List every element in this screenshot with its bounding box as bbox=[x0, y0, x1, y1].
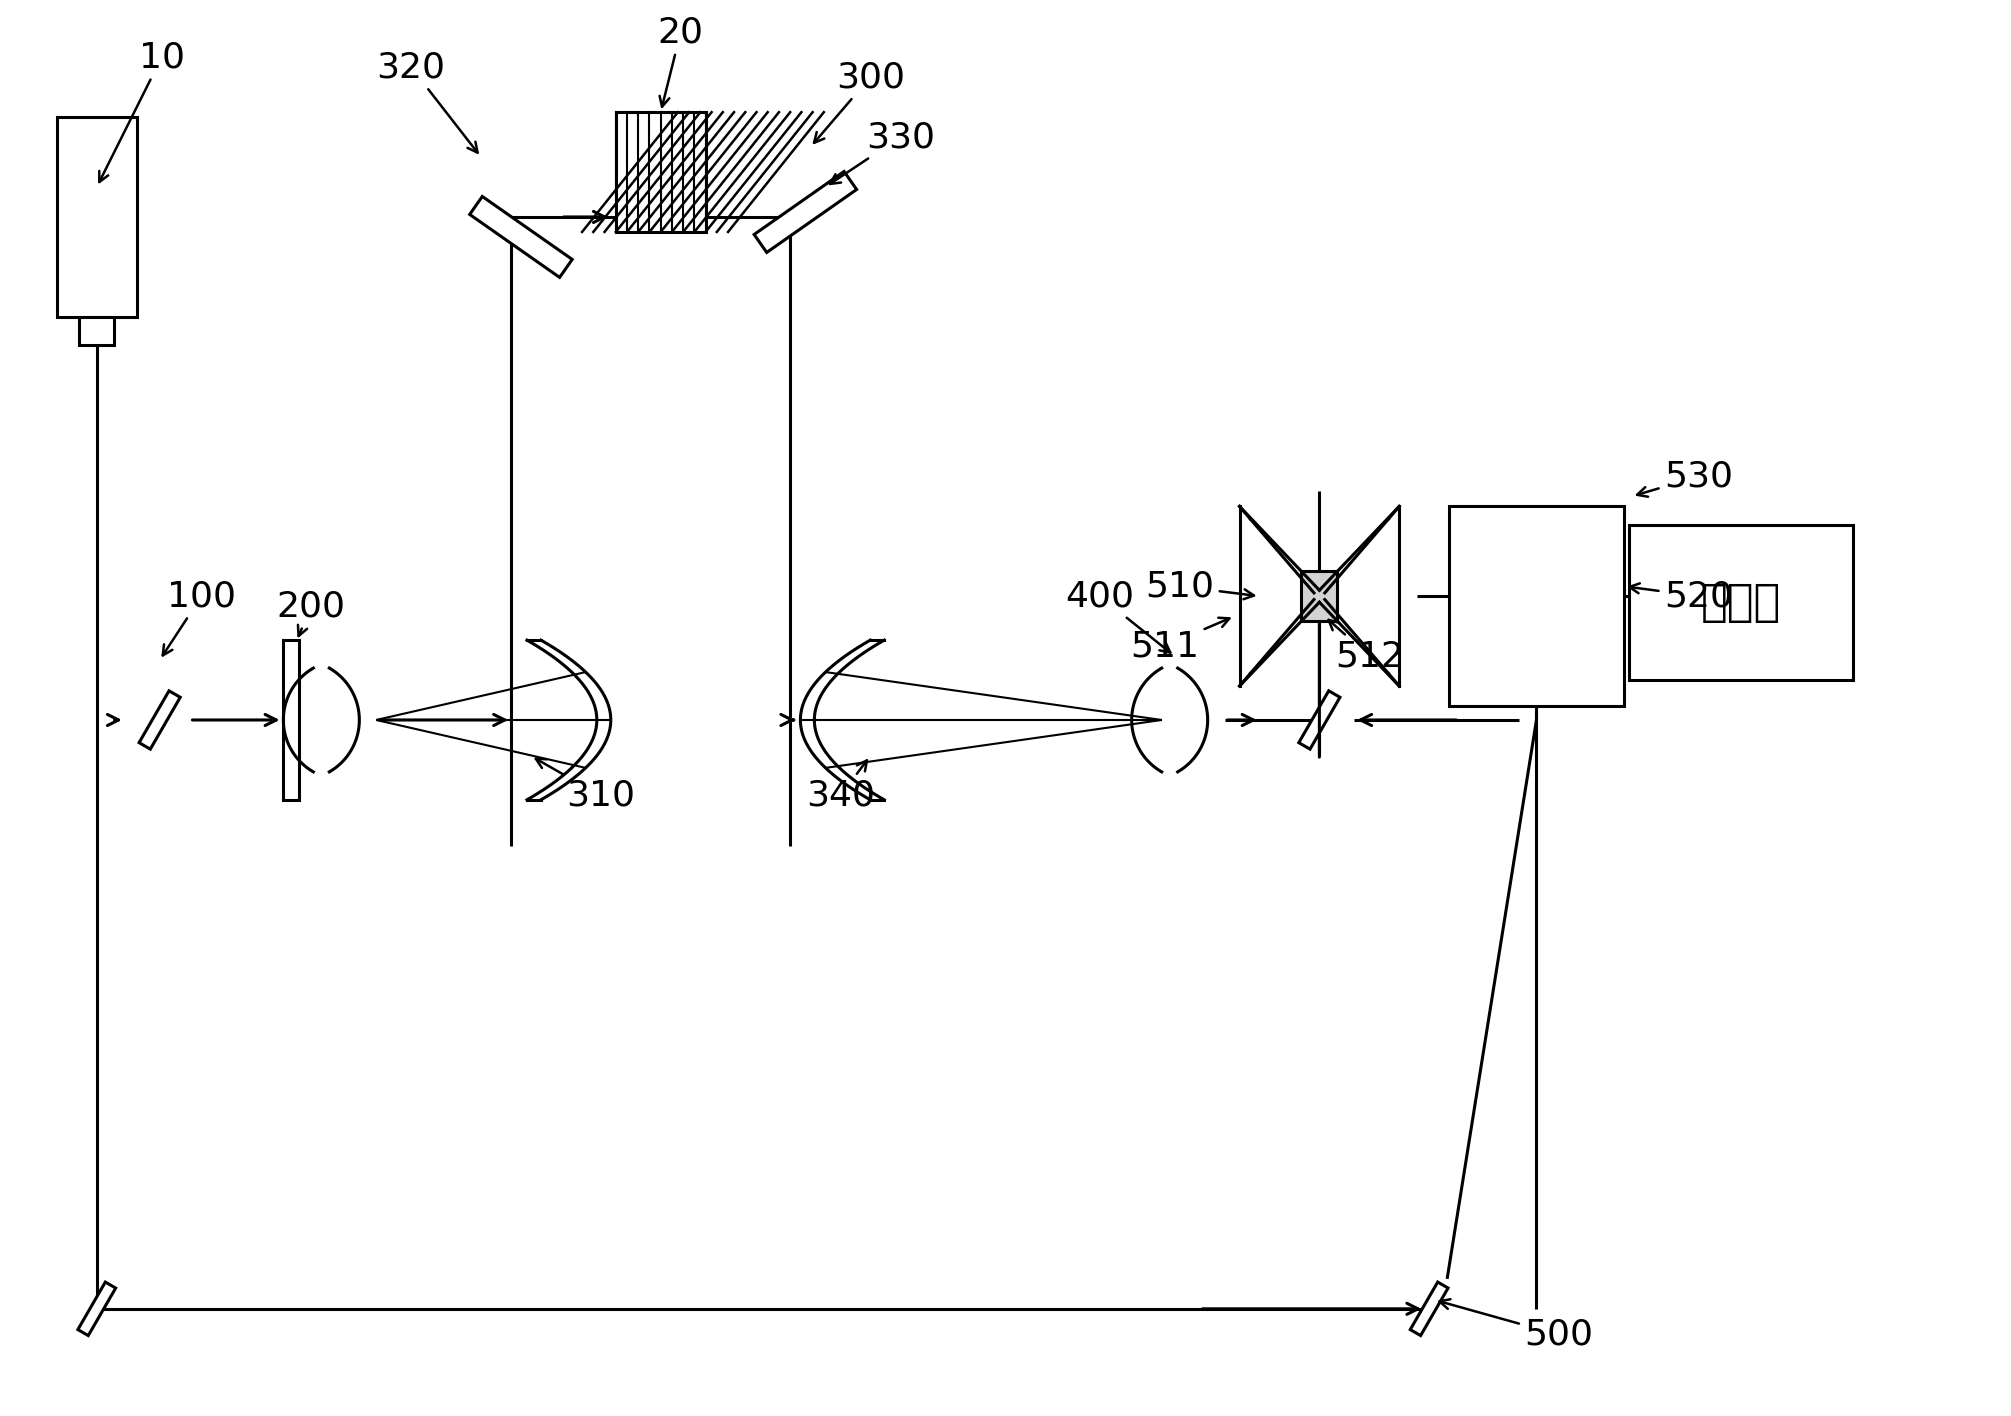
Text: 200: 200 bbox=[278, 589, 346, 636]
Text: 530: 530 bbox=[1637, 459, 1733, 497]
Text: 520: 520 bbox=[1629, 579, 1733, 613]
Bar bbox=[78, 317, 115, 344]
Text: 500: 500 bbox=[1440, 1300, 1593, 1352]
Text: 510: 510 bbox=[1144, 569, 1255, 603]
Text: 511: 511 bbox=[1130, 617, 1229, 663]
Polygon shape bbox=[78, 1281, 117, 1335]
Bar bbox=[615, 112, 706, 232]
Text: 控制器: 控制器 bbox=[1701, 581, 1782, 624]
Text: 300: 300 bbox=[814, 61, 905, 143]
Polygon shape bbox=[754, 171, 857, 252]
Polygon shape bbox=[471, 197, 573, 278]
Polygon shape bbox=[1410, 1281, 1448, 1335]
Bar bbox=[56, 118, 137, 317]
Polygon shape bbox=[139, 691, 181, 749]
Text: 400: 400 bbox=[1066, 579, 1170, 653]
Text: 512: 512 bbox=[1329, 620, 1404, 673]
Bar bbox=[1450, 507, 1623, 707]
Text: 340: 340 bbox=[806, 760, 875, 813]
Bar bbox=[1629, 525, 1854, 680]
Text: 20: 20 bbox=[658, 16, 704, 106]
Text: 330: 330 bbox=[831, 120, 935, 184]
Text: 100: 100 bbox=[163, 579, 235, 656]
Bar bbox=[284, 640, 300, 800]
Text: 310: 310 bbox=[535, 759, 635, 813]
Polygon shape bbox=[1299, 691, 1339, 749]
Text: 10: 10 bbox=[99, 40, 185, 183]
Bar bbox=[1301, 571, 1337, 622]
Text: 320: 320 bbox=[376, 50, 477, 153]
